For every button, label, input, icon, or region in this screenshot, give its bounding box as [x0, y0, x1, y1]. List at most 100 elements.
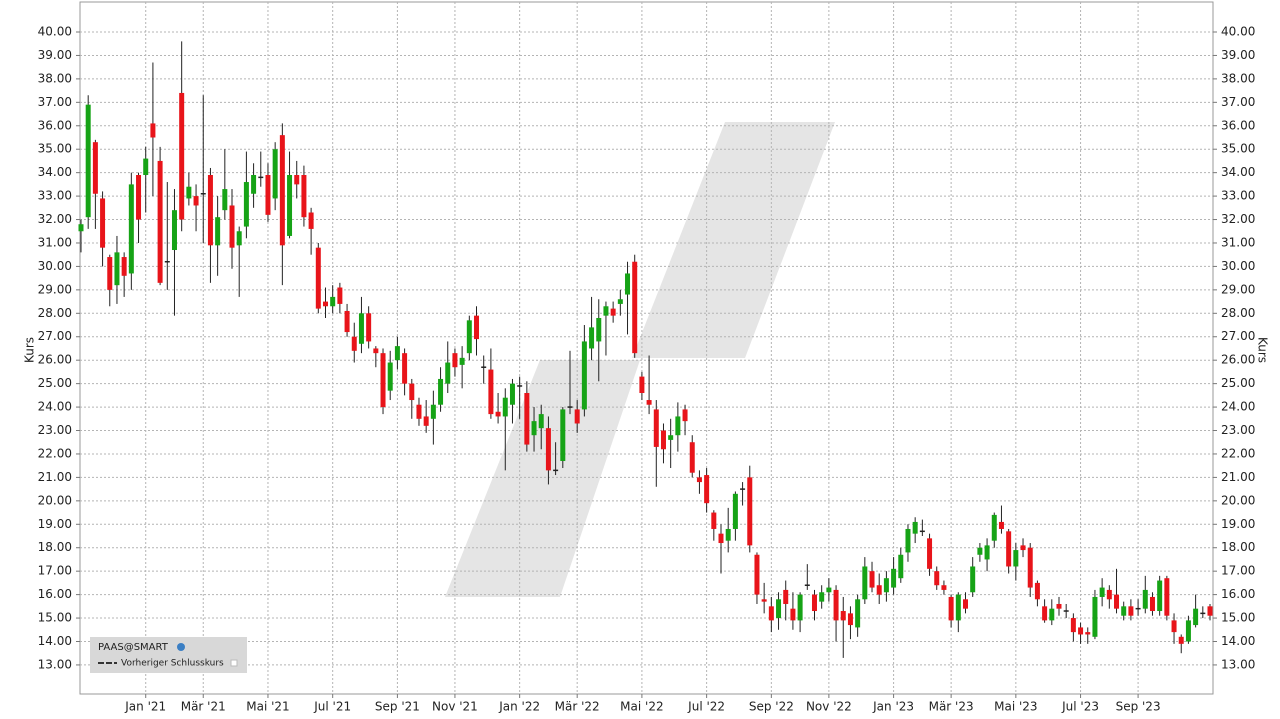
candle-body	[991, 514, 997, 541]
legend-checkbox	[230, 659, 238, 667]
candle-body	[581, 341, 587, 410]
candle-body	[251, 175, 257, 194]
candle-body	[243, 182, 249, 227]
candle-body	[876, 585, 882, 595]
candle-body	[445, 362, 451, 384]
candle-body	[1193, 608, 1199, 626]
candle-body	[1034, 582, 1040, 600]
candle-body	[1128, 606, 1134, 616]
candle-body	[668, 435, 674, 440]
y-tick-label: 13.00	[38, 657, 72, 671]
candle-body	[725, 528, 731, 541]
candle-body	[100, 198, 106, 248]
candle-body	[136, 175, 142, 220]
candle-body	[380, 353, 386, 408]
x-tick-label: Mär '22	[555, 700, 600, 714]
candle-body	[1070, 618, 1076, 633]
candle-body	[833, 589, 839, 621]
candle-body	[783, 589, 789, 604]
y2-tick-label: 30.00	[1221, 259, 1255, 273]
y-tick-label: 24.00	[38, 400, 72, 414]
candle-body	[898, 554, 904, 579]
candle-body	[934, 571, 940, 586]
candle-body	[560, 409, 566, 461]
candle-body	[459, 357, 465, 365]
candle-body	[402, 353, 408, 384]
y2-tick-label: 16.00	[1221, 587, 1255, 601]
candle-body	[790, 608, 796, 621]
candle-body	[984, 545, 990, 560]
y2-tick-label: 13.00	[1221, 657, 1255, 671]
legend-box	[90, 637, 247, 673]
candles	[78, 41, 1213, 658]
y2-tick-label: 27.00	[1221, 329, 1255, 343]
candle-body	[948, 596, 954, 621]
candle-body	[279, 135, 285, 246]
candle-body	[927, 538, 933, 569]
candle-body	[524, 393, 530, 445]
candle-body	[502, 397, 508, 417]
candle-body	[718, 533, 724, 544]
y2-tick-label: 26.00	[1221, 353, 1255, 367]
candle-body	[610, 308, 616, 316]
y2-tick-label: 36.00	[1221, 118, 1255, 132]
candle-body	[85, 104, 91, 218]
candle-body	[1106, 589, 1112, 600]
candle-body	[92, 142, 98, 194]
candle-body	[416, 404, 422, 419]
candle-body	[466, 320, 472, 354]
candle-body	[452, 353, 458, 368]
candle-body	[358, 313, 364, 344]
candle-body	[222, 189, 228, 211]
y2-tick-label: 28.00	[1221, 306, 1255, 320]
y-tick-label: 25.00	[38, 376, 72, 390]
x-tick-label: Jan '21	[124, 700, 166, 714]
candle-body	[704, 475, 710, 504]
candle-body	[675, 416, 681, 436]
candle-body	[322, 301, 328, 307]
y-tick-label: 17.00	[38, 564, 72, 578]
y-tick-label: 20.00	[38, 493, 72, 507]
y2-tick-label: 33.00	[1221, 189, 1255, 203]
y2-tick-label: 23.00	[1221, 423, 1255, 437]
candle-body	[653, 409, 659, 447]
y-tick-label: 31.00	[38, 235, 72, 249]
y-tick-label: 35.00	[38, 142, 72, 156]
x-tick-label: Mär '23	[929, 700, 974, 714]
x-tick-label: Mai '21	[246, 700, 289, 714]
y2-tick-label: 18.00	[1221, 540, 1255, 554]
candle-body	[883, 578, 889, 593]
y-tick-label: 33.00	[38, 189, 72, 203]
candle-body	[589, 327, 595, 349]
y2-tick-label: 20.00	[1221, 493, 1255, 507]
candle-body	[998, 521, 1004, 529]
candle-body	[315, 247, 321, 309]
candle-body	[869, 571, 875, 588]
candle-body	[1020, 545, 1026, 551]
y2-tick-label: 22.00	[1221, 446, 1255, 460]
x-tick-label: Jan '22	[498, 700, 540, 714]
candle-body	[301, 175, 307, 218]
candle-body	[811, 594, 817, 612]
y-tick-label: 21.00	[38, 470, 72, 484]
y2-tick-label: 35.00	[1221, 142, 1255, 156]
y2-tick-label: 31.00	[1221, 235, 1255, 249]
candle-body	[394, 346, 400, 361]
candle-body	[1171, 620, 1177, 633]
x-tick-label: Jan '23	[872, 700, 914, 714]
candle-body	[538, 414, 544, 429]
candle-body	[574, 409, 580, 424]
candle-body	[754, 554, 760, 595]
candle-body	[603, 306, 609, 316]
candle-body	[330, 296, 336, 307]
y-tick-label: 22.00	[38, 446, 72, 460]
candle-body	[287, 175, 293, 236]
candle-body	[121, 257, 127, 276]
candle-body	[423, 416, 429, 426]
candle-body	[797, 594, 803, 621]
candle-body	[1149, 596, 1155, 612]
candle-body	[337, 287, 343, 304]
candle-body	[150, 123, 156, 138]
y2-tick-label: 19.00	[1221, 517, 1255, 531]
